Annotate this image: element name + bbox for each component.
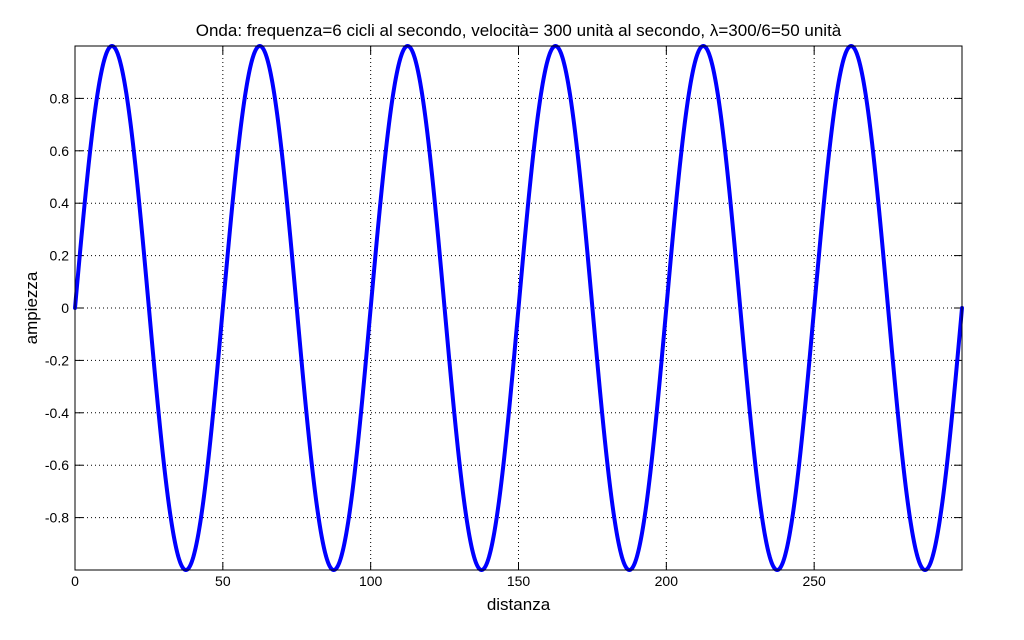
y-tick-label: 0.4 xyxy=(50,195,70,211)
y-tick-label: -0.6 xyxy=(45,457,69,473)
y-axis-label: ampiezza xyxy=(22,271,41,344)
axes-frame xyxy=(74,45,963,571)
series-group xyxy=(73,44,964,572)
y-tick-label: 0.6 xyxy=(50,143,70,159)
x-tick-label: 100 xyxy=(359,573,383,589)
x-tick-label: 250 xyxy=(802,573,826,589)
x-tick-label: 50 xyxy=(215,573,231,589)
y-tick-label: 0.8 xyxy=(50,90,70,106)
x-tick-label: 150 xyxy=(507,573,531,589)
x-tick-label: 200 xyxy=(655,573,679,589)
x-axis-label: distanza xyxy=(487,595,551,614)
series-line-sine-wave xyxy=(73,44,964,572)
ticks: 0 50 100 150 200 250 0.8 0.6 0.4 0.2 0 -0.2 -0.4 -0.6… xyxy=(45,46,962,589)
y-tick-label: -0.8 xyxy=(45,510,69,526)
chart-title: Onda: frequenza=6 cicli al secondo, velo… xyxy=(196,21,842,40)
y-tick-label: -0.4 xyxy=(45,405,69,421)
y-tick-label: -0.2 xyxy=(45,352,69,368)
y-tick-label: 0 xyxy=(61,300,69,316)
grid xyxy=(75,46,962,570)
y-tick-label: 0.2 xyxy=(50,248,70,264)
x-tick-label: 0 xyxy=(71,573,79,589)
